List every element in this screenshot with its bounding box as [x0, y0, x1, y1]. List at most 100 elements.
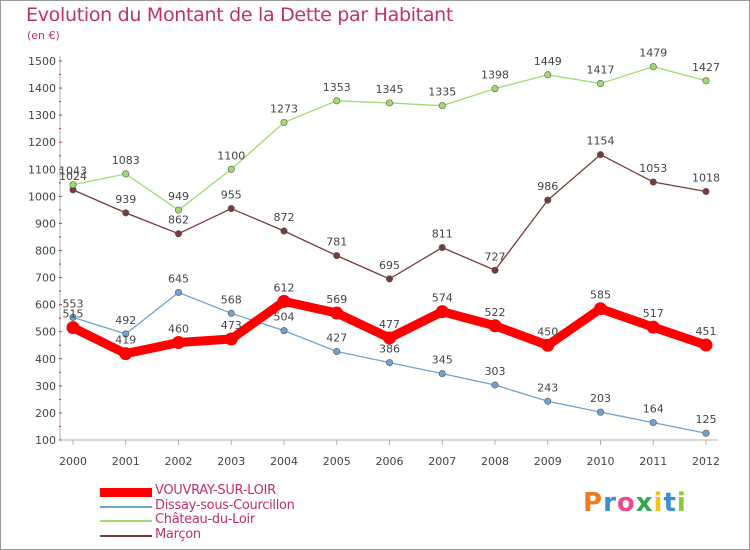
data-point: [702, 187, 710, 195]
data-label: 727: [485, 250, 506, 263]
data-label: 1154: [587, 135, 615, 148]
data-point: [119, 347, 133, 361]
legend-item: Marçon: [100, 527, 400, 543]
data-label: 585: [590, 289, 611, 302]
data-point: [333, 347, 341, 355]
data-label: 568: [221, 293, 242, 306]
data-label: 1100: [217, 149, 245, 162]
data-point: [385, 359, 393, 367]
data-label: 955: [221, 189, 242, 202]
data-point: [227, 165, 235, 173]
data-point: [385, 99, 393, 107]
x-tick-label: 2012: [692, 455, 720, 468]
data-point: [122, 330, 130, 338]
legend-item: Dissay-sous-Courcillon: [100, 497, 400, 514]
data-point: [649, 419, 657, 427]
x-tick-label: 2001: [112, 455, 140, 468]
y-tick-label: 1300: [28, 109, 56, 122]
series-3: [69, 151, 710, 283]
data-point: [649, 63, 657, 71]
legend-swatch: [100, 535, 152, 538]
logo-letter: i: [653, 488, 664, 518]
data-label: 1417: [587, 63, 615, 76]
data-label: 1427: [692, 61, 720, 74]
data-label: 1024: [59, 170, 87, 183]
y-tick-label: 200: [35, 407, 56, 420]
data-point: [594, 302, 607, 316]
data-point: [227, 205, 235, 213]
data-point: [649, 178, 657, 186]
y-tick-label: 600: [35, 299, 56, 312]
y-tick-label: 1100: [28, 163, 56, 176]
data-point: [544, 71, 552, 79]
y-tick-label: 1000: [28, 190, 56, 203]
logo-letter: o: [616, 488, 636, 518]
y-tick-label: 1400: [28, 82, 56, 95]
data-label: 125: [696, 413, 717, 426]
y-tick-label: 500: [35, 326, 56, 339]
data-point: [333, 97, 341, 105]
data-point: [175, 206, 183, 214]
y-tick-label: 1200: [28, 136, 56, 149]
data-point: [69, 181, 77, 189]
data-point: [596, 79, 604, 87]
data-point: [541, 338, 555, 352]
data-label: 645: [168, 272, 189, 285]
data-label: 451: [696, 325, 717, 338]
data-label: 419: [115, 334, 136, 347]
data-label: 517: [643, 307, 664, 320]
data-label: 553: [63, 297, 84, 310]
logo-letter: i: [676, 488, 687, 518]
x-tick-label: 2002: [165, 455, 193, 468]
data-point: [702, 77, 710, 85]
data-label: 1479: [639, 47, 667, 60]
legend-item: Château-du-Loir: [100, 512, 400, 528]
legend-label: Dissay-sous-Courcillon: [155, 497, 295, 513]
data-point: [491, 85, 499, 93]
data-label: 1053: [639, 162, 667, 175]
data-label: 515: [63, 308, 84, 321]
data-label: 939: [115, 193, 136, 206]
y-tick-label: 100: [35, 434, 56, 447]
x-tick-label: 2003: [217, 455, 245, 468]
data-point: [385, 275, 393, 283]
y-tick-label: 700: [35, 272, 56, 285]
data-label: 477: [379, 318, 400, 331]
data-point: [491, 381, 499, 389]
data-point: [383, 331, 396, 345]
data-point: [438, 370, 446, 378]
y-tick-label: 1500: [28, 55, 56, 68]
data-label: 574: [432, 292, 453, 305]
data-point: [224, 332, 238, 346]
legend-label: VOUVRAY-SUR-LOIR: [155, 483, 276, 498]
data-point: [596, 151, 604, 159]
legend: VOUVRAY-SUR-LOIR Dissay-sous-Courcillon Ch…: [100, 483, 400, 543]
x-tick-label: 2005: [323, 455, 351, 468]
data-point: [438, 244, 446, 252]
chart-unit: (en €): [27, 29, 60, 42]
x-tick-label: 2010: [587, 455, 615, 468]
data-point: [175, 230, 183, 238]
data-point: [702, 429, 710, 437]
data-point: [330, 306, 344, 320]
data-point: [646, 320, 660, 334]
data-label: 1083: [112, 154, 140, 167]
logo-letter: x: [635, 488, 654, 518]
data-label: 386: [379, 343, 400, 356]
data-point: [596, 408, 604, 416]
data-label: 345: [432, 354, 453, 367]
logo-letter: r: [603, 488, 617, 518]
data-label: 203: [590, 392, 611, 405]
data-label: 164: [643, 403, 664, 416]
x-tick-label: 2011: [639, 455, 667, 468]
data-label: 1018: [692, 171, 720, 184]
data-label: 460: [168, 323, 189, 336]
data-point: [66, 321, 80, 335]
legend-label: Marçon: [155, 527, 201, 543]
data-label: 243: [537, 381, 558, 394]
data-point: [280, 327, 288, 335]
y-tick-label: 800: [35, 245, 56, 258]
legend-item: VOUVRAY-SUR-LOIR: [100, 483, 400, 499]
